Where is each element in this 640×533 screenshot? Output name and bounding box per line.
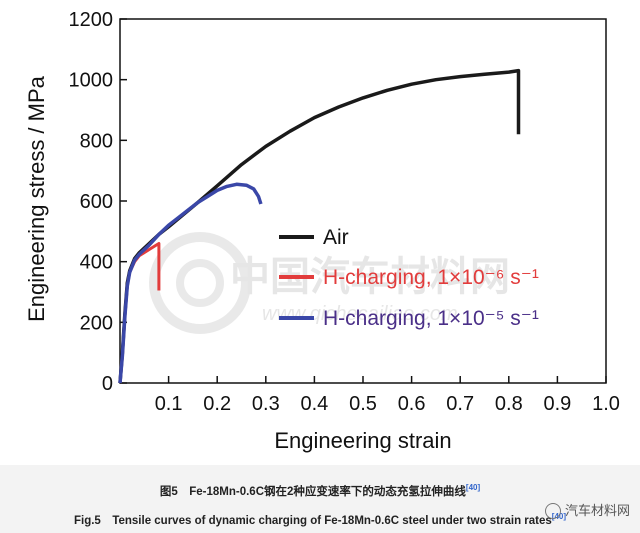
x-tick-label: 0.9 (543, 393, 571, 415)
source-watermark-text: 汽车材料网 (564, 503, 630, 518)
y-tick-label: 400 (80, 252, 113, 274)
x-axis-title: Engineering strain (274, 428, 451, 453)
legend-label-h-charging-slow: H-charging, 1×10⁻⁶ s⁻¹ (323, 266, 539, 289)
x-tick-label: 0.5 (349, 393, 377, 415)
x-tick-label: 0.7 (446, 393, 474, 415)
y-axis-title: Engineering stress / MPa (24, 75, 49, 322)
y-tick-label: 600 (80, 191, 113, 213)
legend: Air H-charging, 1×10⁻⁶ s⁻¹ H-charging, 1… (279, 226, 539, 330)
source-watermark: 汽车材料网 (544, 500, 630, 520)
tensile-chart: 中国汽车材料网 www.qichecailiao.com 0 200 400 600 8… (24, 9, 620, 453)
series-air (118, 68, 521, 384)
wechat-logo-icon (544, 502, 561, 519)
y-tick-label: 1000 (69, 70, 114, 92)
x-tick-label: 0.1 (155, 393, 183, 415)
y-tick-label: 0 (102, 373, 113, 395)
caption-band: 图5 Fe-18Mn-0.6C钢在2种应变速率下的动态充氢拉伸曲线[40] Fi… (0, 465, 640, 533)
x-tick-label: 0.8 (495, 393, 523, 415)
series-h-charging-fast (118, 182, 263, 384)
caption-english-ref: [40] (551, 512, 567, 522)
x-tick-label: 0.3 (252, 393, 280, 415)
legend-label-air: Air (323, 226, 349, 249)
caption-chinese-ref: [40] (465, 483, 481, 493)
caption-english-text: Fig.5 Tensile curves of dynamic charging… (73, 515, 552, 527)
y-tick-label: 800 (80, 130, 113, 152)
x-tick-label: 0.6 (398, 393, 426, 415)
watermark-logo-text: 中国汽车材料网 (230, 255, 510, 299)
legend-label-h-charging-fast: H-charging, 1×10⁻⁵ s⁻¹ (323, 307, 539, 330)
y-axis: 0 200 400 600 800 1000 1200 (69, 9, 127, 395)
x-axis: 0.1 0.2 0.3 0.4 0.5 0.6 0.7 0.8 0.9 1.0 (155, 376, 620, 415)
y-tick-label: 200 (80, 312, 113, 334)
watermark-logo-ring (149, 232, 251, 334)
x-tick-label: 0.2 (203, 393, 231, 415)
caption-chinese-text: 图5 Fe-18Mn-0.6C钢在2种应变速率下的动态充氢拉伸曲线 (159, 486, 466, 498)
caption-chinese: 图5 Fe-18Mn-0.6C钢在2种应变速率下的动态充氢拉伸曲线[40] (0, 483, 640, 499)
watermark: 中国汽车材料网 www.qichecailiao.com (149, 232, 510, 334)
x-tick-label: 1.0 (592, 393, 620, 415)
y-tick-label: 1200 (69, 9, 114, 31)
caption-english: Fig.5 Tensile curves of dynamic charging… (0, 512, 640, 528)
watermark-logo-inner (176, 259, 224, 307)
x-tick-label: 0.4 (300, 393, 328, 415)
series-layer (118, 68, 521, 384)
